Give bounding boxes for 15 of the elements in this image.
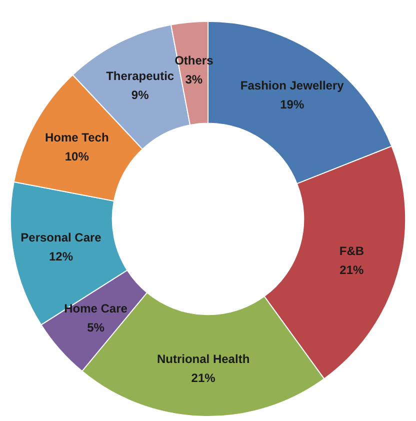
slice-label: Nutrional Health [156,352,250,366]
data-label: 21% [191,370,216,385]
data-label: 9% [131,88,150,102]
slice-label: Personal Care [20,230,102,244]
data-label: 19% [280,98,304,112]
slice-label: F&B [339,244,364,258]
slice-label: Fashion Jewellery [240,78,344,93]
slice-label: Therapeutic [106,69,174,84]
data-label: 12% [48,249,74,264]
data-label: 21% [340,263,364,278]
slice-label: Home Care [64,301,128,316]
data-label: 3% [185,72,203,86]
data-label: 5% [87,320,105,334]
data-label: 10% [64,149,90,164]
slice-label: Home Tech [44,130,109,144]
